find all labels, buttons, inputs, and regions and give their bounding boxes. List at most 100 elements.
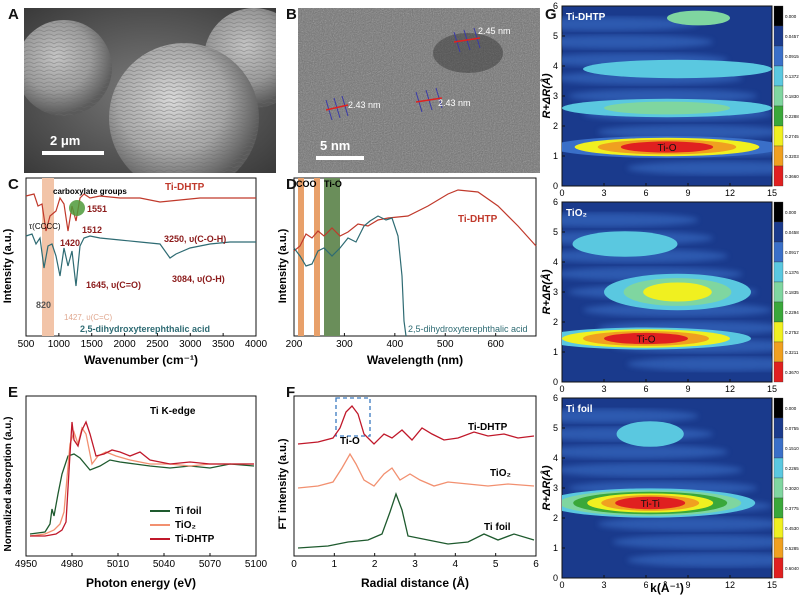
ftir-ann-1420: 1420 bbox=[60, 238, 80, 248]
y-tick-label: 6 bbox=[553, 197, 558, 207]
x-tick-label: 6 bbox=[643, 580, 648, 590]
ftir-ann-3084: 3084, υ(O-H) bbox=[172, 274, 225, 284]
colorbar-segment bbox=[773, 5, 784, 27]
colorbar-segment bbox=[773, 221, 784, 243]
xanes-edge-label: Ti K-edge bbox=[150, 406, 196, 417]
ftir-ann-820: 820 bbox=[36, 300, 51, 310]
y-tick-label: 2 bbox=[553, 121, 558, 131]
exafs-ylabel: FT intensity (a.u.) bbox=[278, 438, 289, 529]
y-tick-label: 0 bbox=[553, 181, 558, 191]
map-ylabel: R+ΔR(Å) bbox=[540, 73, 553, 118]
sem-image: 2 μm bbox=[24, 8, 276, 173]
x-tick-label: 3000 bbox=[179, 339, 202, 350]
colorbar-segment bbox=[773, 201, 784, 223]
colorbar-label: 0.1376 bbox=[785, 270, 799, 275]
scale-label-b: 5 nm bbox=[320, 138, 351, 153]
uvvis-ann-tio: Ti-O bbox=[324, 179, 342, 189]
x-tick-label: 0 bbox=[291, 559, 297, 570]
contour-level bbox=[667, 10, 730, 26]
exafs-peak-box bbox=[335, 397, 371, 437]
colorbar-segment bbox=[773, 241, 784, 263]
legend-label: TiO₂ bbox=[175, 520, 196, 531]
colorbar-label: 0.3775 bbox=[785, 506, 799, 511]
exafs-label-ti-foil: Ti foil bbox=[484, 522, 511, 533]
ftir-highlight-band bbox=[42, 178, 54, 336]
uvvis-xlabel: Wavelength (nm) bbox=[367, 353, 463, 367]
panel-label-a: A bbox=[8, 6, 19, 23]
y-tick-label: 4 bbox=[553, 257, 558, 267]
colorbar-segment bbox=[773, 457, 784, 479]
colorbar-label: 0.3203 bbox=[785, 154, 799, 159]
xanes-xlabel: Photon energy (eV) bbox=[86, 576, 196, 590]
panel-label-d: D bbox=[286, 176, 297, 193]
scale-label-a: 2 μm bbox=[50, 133, 81, 148]
scale-bar-a bbox=[42, 151, 104, 155]
map-xlabel: k(Å⁻¹) bbox=[650, 580, 684, 595]
map-peak-label: Ti-Ti bbox=[641, 499, 660, 510]
x-tick-label: 12 bbox=[725, 188, 735, 198]
ftir-ann-1512: 1512 bbox=[82, 225, 102, 235]
ftir-legend-acid: 2,5-dihydroxyterephthalic acid bbox=[80, 324, 210, 334]
xanes-frame bbox=[25, 395, 257, 557]
y-tick-label: 4 bbox=[553, 453, 558, 463]
ftir-legend-tidhtp: Ti-DHTP bbox=[165, 182, 205, 193]
colorbar-label: 0.000 bbox=[785, 210, 797, 215]
colorbar-segment bbox=[773, 65, 784, 87]
ftir-frame bbox=[25, 177, 257, 337]
colorbar-segment bbox=[773, 261, 784, 283]
colorbar-segment bbox=[773, 45, 784, 67]
map-title: Ti-DHTP bbox=[566, 12, 606, 23]
uvvis-frame bbox=[293, 177, 537, 337]
x-tick-label: 15 bbox=[767, 580, 777, 590]
x-tick-label: 12 bbox=[725, 384, 735, 394]
uvvis-band-coo-2 bbox=[314, 178, 320, 336]
x-tick-label: 600 bbox=[487, 339, 504, 350]
colorbar-segment bbox=[773, 557, 784, 579]
y-tick-label: 3 bbox=[553, 287, 558, 297]
exafs-series-ti-dhtp bbox=[297, 405, 535, 445]
x-tick-label: 1500 bbox=[81, 339, 104, 350]
colorbar-label: 0.2294 bbox=[785, 310, 799, 315]
fringe-label-2: 2.43 nm bbox=[438, 98, 471, 108]
y-tick-label: 3 bbox=[553, 91, 558, 101]
y-tick-label: 2 bbox=[553, 317, 558, 327]
colorbar-label: 0.1372 bbox=[785, 74, 799, 79]
colorbar-label: 0.1835 bbox=[785, 290, 799, 295]
colorbar-segment bbox=[773, 341, 784, 363]
contour-level bbox=[604, 332, 688, 345]
legend-label: Ti foil bbox=[175, 506, 202, 517]
x-tick-label: 0 bbox=[559, 384, 564, 394]
x-tick-label: 5070 bbox=[199, 559, 222, 570]
xanes-series-tio2 bbox=[29, 426, 254, 537]
y-tick-label: 2 bbox=[553, 513, 558, 523]
x-tick-label: 400 bbox=[386, 339, 403, 350]
colorbar-segment bbox=[773, 165, 784, 187]
ftir-highlight-circle bbox=[69, 200, 85, 216]
x-tick-label: 3 bbox=[601, 580, 606, 590]
x-tick-label: 9 bbox=[685, 580, 690, 590]
colorbar-segment bbox=[773, 321, 784, 343]
colorbar-label: 0.2288 bbox=[785, 114, 799, 119]
contour-level bbox=[615, 496, 686, 510]
uvvis-band-tio bbox=[324, 178, 340, 336]
colorbar-label: 0.3660 bbox=[785, 174, 799, 179]
scale-bar-b bbox=[316, 156, 364, 160]
colorbar-label: 0.1510 bbox=[785, 446, 799, 451]
colorbar-label: 0.2265 bbox=[785, 466, 799, 471]
colorbar-segment bbox=[773, 537, 784, 559]
colorbar-segment bbox=[773, 281, 784, 303]
panel-label-c: C bbox=[8, 176, 19, 193]
uvvis-chart: Intensity (a.u.) Wavelength (nm) 200 300 4… bbox=[278, 177, 537, 367]
colorbar-label: 0.04575 bbox=[785, 34, 799, 39]
y-tick-label: 4 bbox=[553, 61, 558, 71]
ftir-chart: Intensity (a.u.) Wavenumber (cm⁻¹) 500 10… bbox=[2, 177, 268, 367]
x-tick-label: 0 bbox=[559, 580, 564, 590]
y-tick-label: 1 bbox=[553, 151, 558, 161]
panel-label-f: F bbox=[286, 384, 296, 401]
y-tick-label: 5 bbox=[553, 423, 558, 433]
colorbar-label: 0.6040 bbox=[785, 566, 799, 571]
